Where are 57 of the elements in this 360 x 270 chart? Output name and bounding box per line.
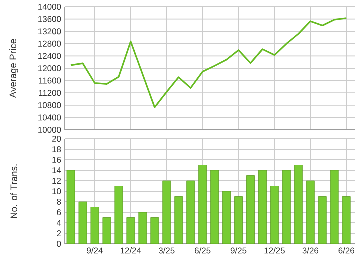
x-tick-label: 12/25: [264, 248, 285, 254]
y-tick-label: 14: [52, 168, 62, 174]
y-tick-label: 11200: [39, 90, 62, 96]
y-tick-label: 11600: [39, 78, 62, 84]
y-tick-label: 2: [57, 230, 62, 236]
y-tick-label: 16: [52, 157, 62, 163]
bar: [306, 180, 315, 244]
bar: [138, 212, 148, 244]
y-tick-label: 0: [57, 241, 62, 247]
bar: [282, 170, 291, 244]
y-tick-label: 4: [56, 220, 62, 226]
bar: [174, 196, 184, 244]
bar: [234, 196, 243, 244]
bar: [162, 180, 172, 244]
x-tick-label: 9/24: [87, 248, 103, 254]
x-tick-label: 9/25: [230, 248, 247, 254]
bar: [294, 165, 303, 244]
y-tick-label: 12: [52, 178, 62, 184]
y-tick-label: 8: [57, 199, 62, 205]
y-tick-label: 12000: [38, 66, 62, 72]
y-tick-label: 12800: [38, 40, 62, 47]
x-tick-label: 3/26: [302, 248, 319, 254]
y-axis-title: No. of Trans.: [10, 164, 18, 218]
y-tick-label: 10400: [38, 114, 62, 121]
y-tick-label: 10800: [38, 102, 62, 108]
bar: [126, 218, 136, 244]
bar: [210, 170, 219, 244]
bar: [222, 191, 231, 244]
y-tick-label: 12400: [38, 53, 62, 60]
bar: [246, 176, 255, 244]
y-tick-label: 18: [52, 146, 62, 152]
y-tick-label: 13200: [38, 28, 62, 35]
bar: [330, 170, 339, 244]
y-tick-label: 10000: [38, 127, 62, 133]
bar: [270, 186, 279, 244]
y-tick-label: 10: [52, 188, 62, 194]
line-series: [70, 18, 348, 108]
bar: [186, 180, 196, 244]
x-tick-label: 6/25: [195, 248, 211, 254]
bar: [258, 170, 267, 244]
bar: [90, 207, 100, 244]
x-tick-label: 6/26: [338, 248, 354, 254]
x-tick-label: 3/25: [158, 248, 175, 254]
y-tick-label: 6: [57, 210, 62, 216]
bar: [114, 186, 124, 244]
bar: [198, 165, 208, 244]
y-tick-label: 13600: [38, 16, 62, 22]
bar: [78, 202, 88, 244]
y-axis-title: Average Price: [10, 39, 18, 98]
bar: [102, 218, 112, 244]
bar: [318, 196, 327, 244]
x-tick-label: 12/24: [120, 248, 142, 254]
y-tick-label: 20: [52, 136, 62, 142]
y-tick-label: 14000: [38, 4, 62, 10]
bar: [66, 170, 76, 244]
bar: [342, 196, 351, 244]
bar: [150, 218, 160, 244]
